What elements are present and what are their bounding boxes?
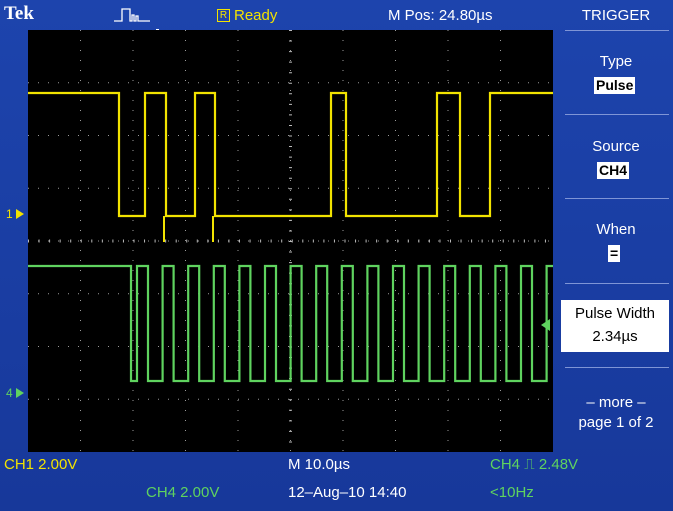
pulse-width-menu-button[interactable]: Pulse Width 2.34µs xyxy=(561,300,669,352)
when-menu-button[interactable]: When = xyxy=(559,200,673,280)
graticule-grid xyxy=(28,30,559,452)
type-menu-button[interactable]: Type Pulse xyxy=(559,32,673,112)
timebase-readout: M 10.0µs xyxy=(288,456,350,473)
ch4-waveform xyxy=(28,264,559,383)
pulse-width-label: Pulse Width xyxy=(574,305,656,322)
pulse-trigger-icon xyxy=(114,8,150,22)
date-time-readout: 12–Aug–10 14:40 xyxy=(288,484,407,501)
acquisition-state: Ready xyxy=(234,7,278,24)
type-label: Type xyxy=(599,53,633,70)
more-menu-button[interactable]: – more – page 1 of 2 xyxy=(559,370,673,450)
waveform-graticule[interactable] xyxy=(28,30,559,452)
type-value: Pulse xyxy=(594,77,636,94)
trigger-readout: CH4 ⎍ 2.48V xyxy=(490,456,579,473)
brand-logo: Tek xyxy=(4,3,34,24)
ch4-scale-readout: CH4 2.00V xyxy=(146,484,220,501)
source-value: CH4 xyxy=(597,162,630,179)
source-label: Source xyxy=(592,138,640,155)
ch1-waveform xyxy=(28,91,553,218)
acquisition-state-badge: R xyxy=(217,9,230,22)
menu-page-label: page 1 of 2 xyxy=(578,414,654,431)
more-label: – more – xyxy=(586,394,646,411)
trigger-level-marker[interactable] xyxy=(537,318,553,332)
pulse-width-value: 2.34µs xyxy=(592,328,638,345)
ch1-scale-readout: CH1 2.00V xyxy=(4,456,78,473)
ch1-ground-marker[interactable] xyxy=(5,206,27,222)
when-label: When xyxy=(596,221,636,238)
frequency-readout: <10Hz xyxy=(490,484,534,501)
when-value: = xyxy=(608,245,621,262)
ch4-marker-label: 4 xyxy=(6,386,13,400)
horizontal-position-readout: M Pos: 24.80µs xyxy=(388,7,493,24)
ch1-marker-label: 1 xyxy=(6,207,13,221)
ch4-ground-marker[interactable] xyxy=(5,385,27,401)
source-menu-button[interactable]: Source CH4 xyxy=(559,116,673,196)
trigger-side-menu: TRIGGER Type Pulse Source CH4 When = Pul… xyxy=(559,0,673,460)
trigger-menu-title: TRIGGER xyxy=(581,7,651,24)
